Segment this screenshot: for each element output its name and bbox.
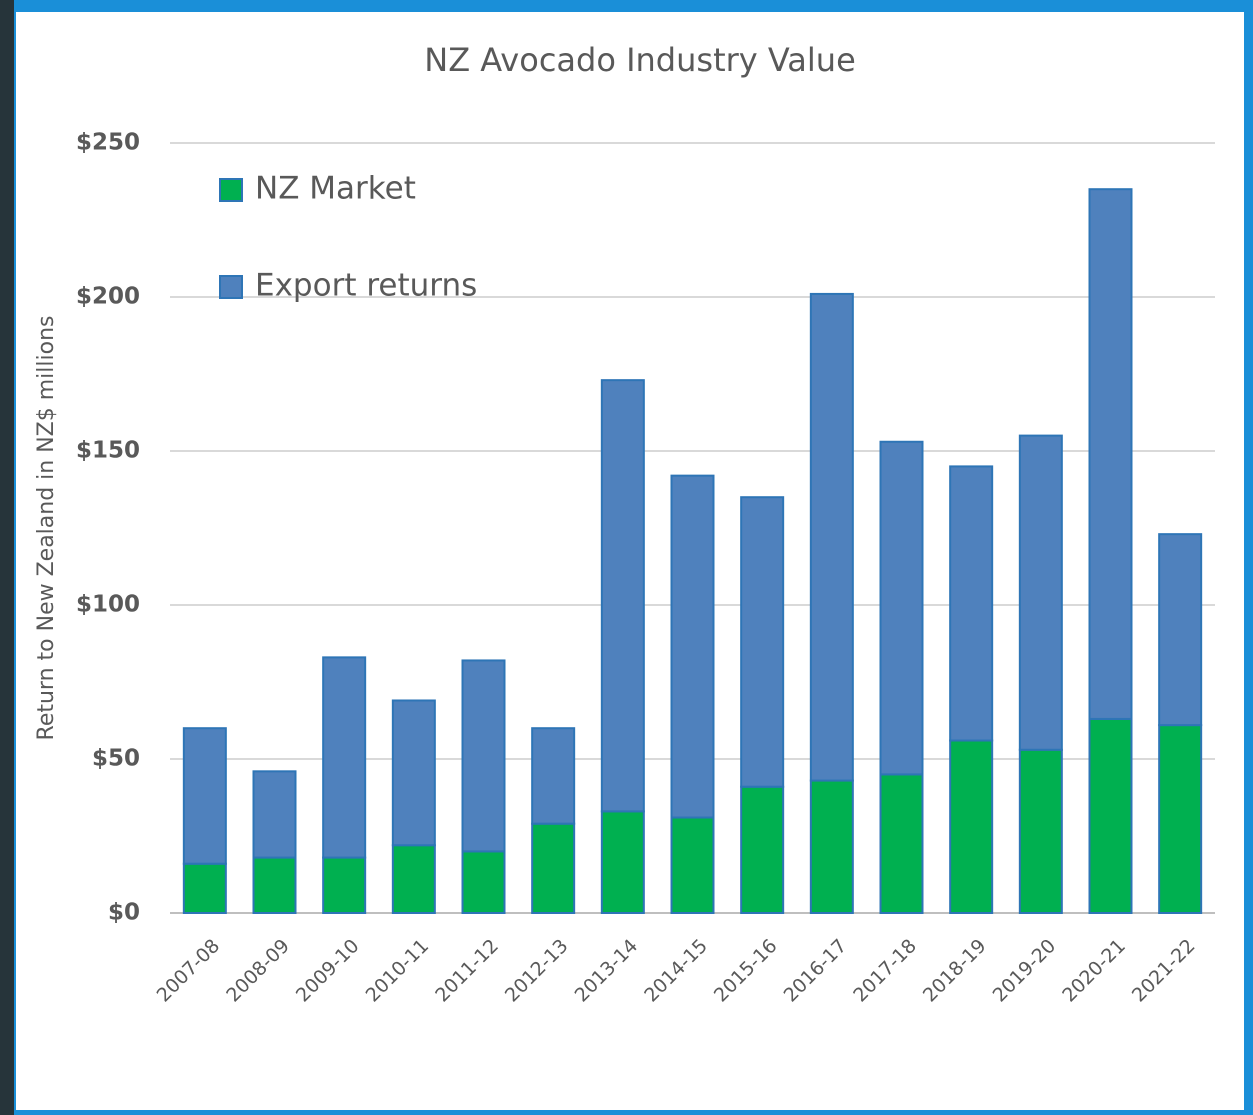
y-tick-label: $0: [108, 900, 140, 926]
bar-segment: [461, 659, 506, 853]
bar-segment: [1158, 724, 1203, 914]
bar-segment: [809, 292, 854, 782]
y-tick-label: $50: [92, 746, 140, 772]
legend-label: NZ Market: [255, 171, 416, 207]
bar-segment: [391, 699, 436, 847]
y-tick-label: $250: [76, 130, 140, 156]
bar-segment: [252, 856, 297, 914]
bar-segment: [252, 770, 297, 859]
bar-segment: [461, 850, 506, 915]
bar-segment: [809, 779, 854, 914]
y-tick-label: $200: [76, 284, 140, 310]
bar-segment: [949, 739, 994, 915]
legend-label: Export returns: [255, 268, 477, 304]
bar-segment: [949, 465, 994, 742]
bar-segment: [391, 844, 436, 914]
bar-segment: [740, 496, 785, 788]
bar-segment: [600, 810, 645, 914]
bar-segment: [182, 862, 227, 914]
bar-segment: [879, 773, 924, 915]
bar-segment: [1018, 748, 1063, 915]
bar-segment: [1018, 434, 1063, 751]
background-strip: [0, 0, 14, 1115]
bar-segment: [1088, 717, 1133, 915]
bar-segment: [740, 785, 785, 914]
bar-segment: [1088, 188, 1133, 720]
bar-segment: [600, 379, 645, 813]
bar-segment: [670, 816, 715, 915]
bar-segment: [531, 727, 576, 825]
legend-swatch: [219, 178, 243, 202]
bar-segment: [182, 727, 227, 865]
y-axis-label: Return to New Zealand in NZ$ millions: [34, 316, 59, 741]
bar-segment: [322, 656, 367, 859]
chart-title: NZ Avocado Industry Value: [424, 41, 856, 79]
bar-segment: [1158, 533, 1203, 727]
bar-segment: [670, 474, 715, 819]
legend-swatch: [219, 275, 243, 299]
y-tick-label: $100: [76, 592, 140, 618]
bar-segment: [322, 856, 367, 914]
bar-segment: [531, 822, 576, 914]
bar-segment: [879, 440, 924, 776]
y-tick-label: $150: [76, 438, 140, 464]
